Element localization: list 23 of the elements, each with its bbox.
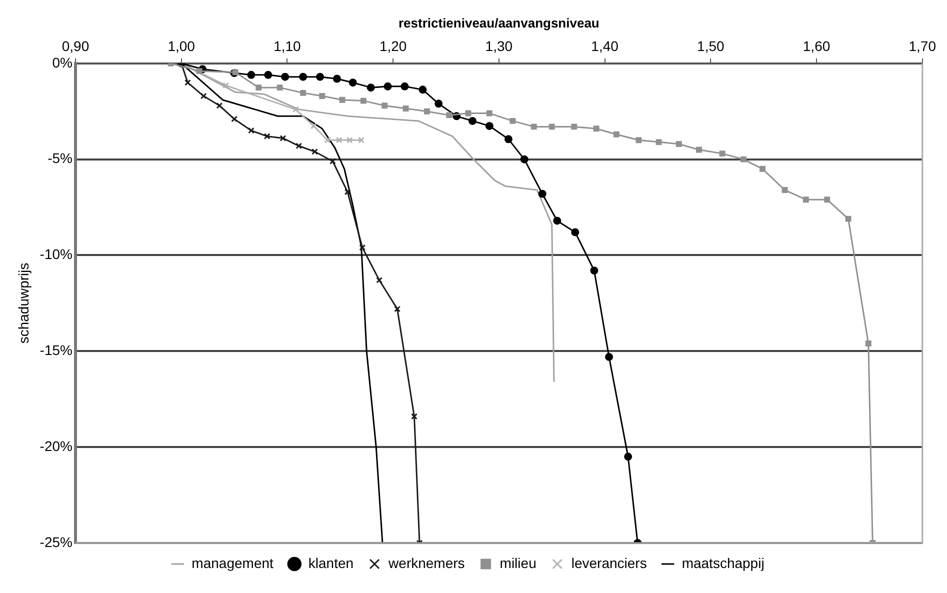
x-axis-title: restrictieniveau/aanvangsniveau: [398, 15, 600, 30]
legend-label: klanten: [308, 554, 354, 571]
legend-label: management: [192, 554, 274, 571]
y-axis-title: schaduwprijs: [15, 262, 32, 344]
x-tick-label: 1,00: [168, 38, 196, 54]
y-tick-label: -10%: [40, 246, 72, 262]
y-tick-label: 0%: [52, 54, 72, 70]
x-tick-label: 1,70: [908, 38, 936, 54]
y-tick-label: -20%: [40, 438, 72, 454]
x-tick-label: 1,40: [591, 38, 619, 54]
legend-label: werknemers: [388, 554, 465, 571]
x-tick-label: 1,30: [485, 38, 513, 54]
x-tick-label: 1,50: [697, 38, 724, 54]
legend-label: milieu: [500, 554, 536, 571]
x-tick-label: 0,90: [62, 38, 90, 54]
y-tick-label: -25%: [40, 534, 72, 550]
y-tick-label: -5%: [48, 150, 72, 166]
x-tick-label: 1,60: [802, 38, 830, 54]
legend-label: maatschappij: [682, 554, 764, 571]
y-tick-label: -15%: [40, 342, 72, 358]
x-tick-label: 1,10: [274, 38, 302, 54]
legend-label: leveranciers: [571, 554, 647, 571]
x-tick-label: 1,20: [379, 38, 407, 54]
